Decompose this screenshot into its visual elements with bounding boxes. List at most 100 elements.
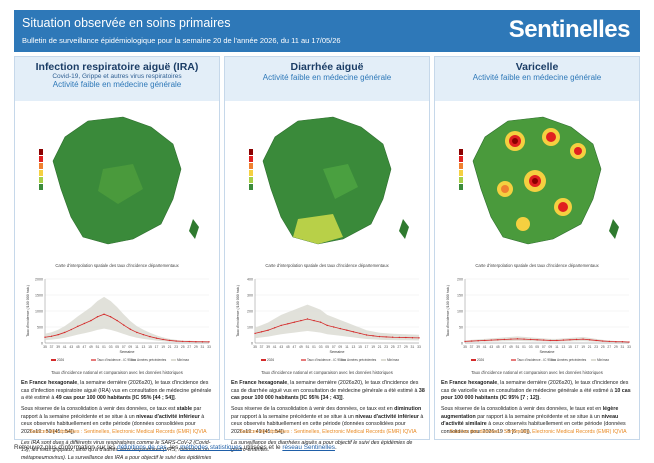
data-point	[608, 340, 611, 343]
x-tick-label: 49	[89, 345, 93, 349]
data-point	[333, 326, 335, 328]
x-axis-label: Semaine	[330, 350, 345, 354]
corsica	[399, 219, 409, 239]
x-tick-label: 35	[43, 345, 47, 349]
data-point	[588, 339, 591, 341]
france-map	[459, 116, 619, 245]
footer-note: Retrouvez plus d'information sur les déf…	[14, 444, 337, 451]
panel-body: En France hexagonale, la semaine dernièr…	[21, 380, 215, 463]
x-axis-label: Semaine	[540, 350, 555, 354]
x-tick-label: 03	[529, 345, 533, 349]
data-point	[339, 327, 341, 330]
x-tick-label: 47	[82, 345, 86, 349]
data-point	[346, 329, 348, 331]
x-tick-label: 11	[135, 345, 139, 349]
x-tick-label: 11	[345, 345, 349, 349]
x-tick-label: 43	[489, 345, 493, 349]
page-title: Situation observée en soins primaires	[22, 16, 231, 30]
paragraph-summary: En France hexagonale, la semaine dernièr…	[231, 380, 425, 402]
x-tick-label: 05	[535, 345, 539, 349]
panel-ira: Infection respiratoire aiguë (IRA) Covid…	[14, 56, 220, 463]
x-tick-label: 51	[306, 345, 310, 349]
data-point	[628, 341, 630, 343]
x-tick-label: 21	[588, 345, 592, 349]
panel-header: Diarrhée aiguë Activité faible en médeci…	[225, 57, 429, 101]
x-tick-label: 39	[266, 345, 270, 349]
x-tick-label: 49	[509, 345, 513, 349]
y-axis-label: Taux d'incidence (/100 000 hab.)	[446, 285, 450, 337]
x-tick-label: 47	[502, 345, 506, 349]
legend-swatch	[551, 359, 556, 361]
data-point	[543, 339, 545, 341]
y-tick-label: 400	[247, 278, 253, 282]
data-point	[398, 336, 401, 339]
y-tick-label: 2000	[35, 278, 43, 282]
link-sentinelles-network[interactable]: réseau Sentinelles	[282, 444, 335, 451]
x-tick-label: 37	[470, 345, 474, 349]
data-source: Sources des données : Sentinelles, Elect…	[239, 429, 417, 435]
paragraph-note: La surveillance des diarrhées aiguës a p…	[231, 439, 413, 454]
y-tick-label: 0	[251, 342, 253, 346]
page-subtitle: Bulletin de surveillance épidémiologique…	[22, 36, 341, 45]
data-point	[575, 338, 578, 341]
x-tick-label: 37	[260, 345, 264, 349]
x-tick-label: 13	[352, 345, 356, 349]
data-point	[116, 319, 118, 322]
series-line	[44, 313, 210, 343]
x-axis-label: Semaine	[120, 350, 135, 354]
data-point	[83, 322, 86, 325]
legend-swatch	[511, 359, 516, 361]
data-point	[201, 341, 204, 343]
data-point	[109, 316, 112, 318]
france-map	[249, 116, 409, 245]
link-case-definitions[interactable]: définitions de cas	[117, 444, 167, 451]
x-tick-label: 07	[542, 345, 546, 349]
y-axis-label: Taux d'incidence (/100 000 hab.)	[236, 285, 240, 337]
paragraph-summary: En France hexagonale, la semaine dernièr…	[441, 380, 631, 402]
data-point	[490, 339, 492, 341]
data-point	[359, 332, 361, 335]
data-point	[182, 340, 184, 343]
legend-label: Min/max	[387, 358, 399, 362]
x-tick-label: 09	[128, 345, 132, 349]
data-point	[497, 339, 499, 341]
panel-title: Diarrhée aiguë	[290, 61, 364, 73]
data-point	[306, 318, 309, 320]
data-point	[319, 321, 322, 323]
x-tick-label: 15	[358, 345, 362, 349]
data-point	[365, 334, 368, 336]
data-point	[621, 341, 624, 343]
y-tick-label: 200	[247, 310, 253, 314]
y-tick-label: 200	[457, 278, 463, 282]
x-tick-label: 19	[161, 345, 165, 349]
data-point	[155, 337, 158, 339]
legend-label: Années précédentes	[347, 358, 377, 362]
data-point	[385, 336, 387, 338]
x-tick-label: 17	[365, 345, 369, 349]
link-statistical-methods[interactable]: méthodes statistiques	[180, 444, 242, 451]
data-point	[90, 319, 92, 322]
data-point	[536, 339, 538, 341]
panel-header: Varicelle Activité faible en médecine gé…	[435, 57, 639, 101]
map-legend	[459, 149, 463, 190]
panel-activity: Activité faible en médecine générale	[52, 80, 182, 89]
panel-activity: Activité faible en médecine générale	[262, 73, 392, 82]
y-tick-label: 100	[457, 310, 463, 314]
data-point	[477, 340, 479, 342]
y-tick-label: 300	[247, 294, 253, 298]
data-source: Sources des données : Sentinelles, Elect…	[29, 429, 207, 435]
x-tick-label: 43	[279, 345, 283, 349]
data-point	[464, 340, 466, 343]
x-tick-label: 41	[63, 345, 67, 349]
x-tick-label: 23	[594, 345, 598, 349]
data-point	[208, 341, 210, 343]
data-point	[63, 331, 66, 334]
incidence-chart: 0 500 1000 1500 2000 35 37 39 41 43 45 47 49 51 01 03 05…	[26, 278, 211, 363]
legend-label: Taux d'incidence - IC 95%	[307, 358, 344, 362]
panel-body: En France hexagonale, la semaine dernièr…	[441, 380, 635, 440]
corsica	[189, 219, 199, 239]
legend-label: Années précédentes	[557, 358, 587, 362]
data-point	[602, 340, 604, 342]
paragraph-trend: Sous réserve de la consolidation à venir…	[231, 406, 424, 436]
minmax-band	[45, 296, 209, 343]
